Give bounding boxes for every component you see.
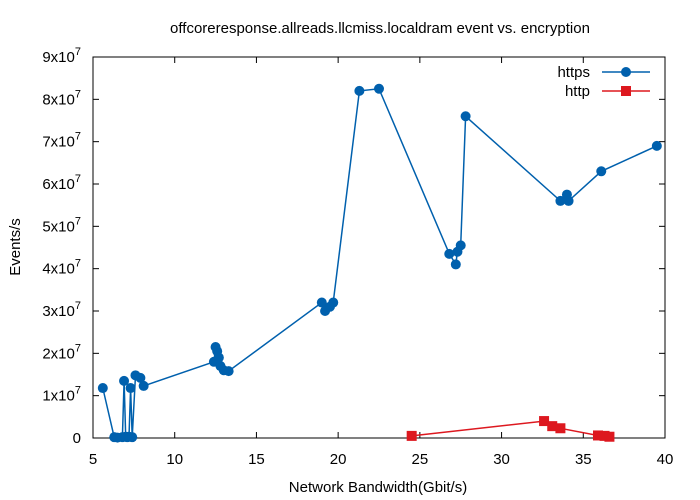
data-point-https bbox=[138, 380, 149, 391]
series-https bbox=[97, 83, 662, 443]
x-axis-title: Network Bandwidth(Gbit/s) bbox=[289, 479, 467, 496]
data-point-http bbox=[406, 430, 417, 441]
plot-frame bbox=[92, 56, 666, 439]
data-point-https bbox=[135, 372, 146, 383]
series-http bbox=[406, 416, 615, 442]
data-point-https bbox=[450, 259, 461, 270]
legend-marker bbox=[621, 86, 631, 96]
data-point-https bbox=[127, 432, 138, 443]
x-tick-label: 10 bbox=[166, 451, 183, 468]
legend-marker bbox=[621, 67, 631, 77]
x-tick-label: 20 bbox=[330, 451, 347, 468]
data-point-http bbox=[604, 431, 615, 442]
legend-label: http bbox=[565, 83, 590, 100]
y-tick-label: 7x107 bbox=[42, 131, 81, 151]
data-point-http bbox=[539, 416, 550, 427]
data-point-https bbox=[455, 240, 466, 251]
x-tick-label: 35 bbox=[575, 451, 592, 468]
y-tick-label: 1x107 bbox=[42, 385, 81, 405]
legend-label: https bbox=[557, 64, 590, 81]
x-tick-label: 30 bbox=[493, 451, 510, 468]
y-tick-label: 5x107 bbox=[42, 215, 81, 235]
data-point-https bbox=[555, 195, 566, 206]
y-tick-label: 4x107 bbox=[42, 258, 81, 278]
legend-item-https: https bbox=[557, 64, 650, 81]
legend-item-http: http bbox=[565, 83, 650, 100]
y-tick-label: 3x107 bbox=[42, 300, 81, 320]
data-point-https bbox=[125, 383, 136, 394]
y-tick-label: 6x107 bbox=[42, 173, 81, 193]
data-point-https bbox=[354, 85, 365, 96]
data-point-https bbox=[213, 352, 224, 363]
x-tick-label: 5 bbox=[89, 451, 97, 468]
x-tick-label: 15 bbox=[248, 451, 265, 468]
x-tick-label: 25 bbox=[412, 451, 429, 468]
data-point-https bbox=[563, 195, 574, 206]
y-axis-title: Events/s bbox=[7, 218, 24, 276]
y-axis: 0 1x107 2x107 3x107 4x107 5x107 6x107 7x107 8x10… bbox=[42, 46, 665, 447]
data-point-https bbox=[651, 140, 662, 151]
series-line-http bbox=[411, 420, 610, 438]
data-point-https bbox=[460, 111, 471, 122]
y-tick-label: 2x107 bbox=[42, 342, 81, 362]
data-point-https bbox=[596, 166, 607, 177]
y-tick-label: 9x107 bbox=[42, 46, 81, 66]
series-layer bbox=[97, 83, 662, 443]
data-point-http bbox=[555, 423, 566, 434]
data-point-http bbox=[547, 421, 558, 432]
series-line-https bbox=[102, 87, 658, 439]
data-point-http bbox=[592, 430, 603, 441]
x-axis: 5 10 15 20 25 30 35 40 bbox=[89, 57, 674, 468]
data-point-https bbox=[223, 366, 234, 377]
data-point-https bbox=[374, 83, 384, 94]
y-tick-label: 8x107 bbox=[42, 88, 81, 108]
chart-title: offcoreresponse.allreads.llcmiss.localdr… bbox=[170, 20, 590, 37]
x-tick-label: 40 bbox=[657, 451, 674, 468]
plot-border bbox=[92, 56, 666, 439]
data-point-https bbox=[97, 383, 108, 394]
data-point-https bbox=[119, 375, 130, 386]
data-point-https bbox=[444, 248, 455, 259]
y-tick-label: 0 bbox=[73, 430, 81, 447]
data-point-https bbox=[316, 297, 327, 308]
legend: https http bbox=[557, 64, 650, 100]
data-point-https bbox=[328, 297, 339, 308]
